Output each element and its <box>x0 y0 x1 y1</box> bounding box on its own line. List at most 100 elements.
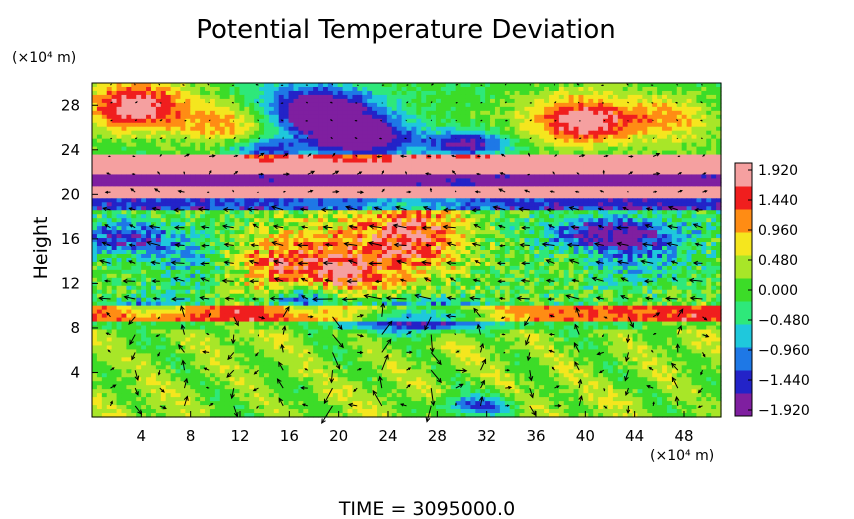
heatmap-cell <box>318 178 324 184</box>
heatmap-cell <box>539 186 545 191</box>
heatmap-cell <box>421 166 427 172</box>
heatmap-cell <box>318 138 324 144</box>
heatmap-cell <box>524 218 530 223</box>
heatmap-cell <box>539 114 545 120</box>
heatmap-cell <box>603 130 609 136</box>
heatmap-cell <box>377 178 383 184</box>
heatmap-cell <box>701 126 707 132</box>
heatmap-cell <box>524 210 530 215</box>
heatmap-cell <box>362 202 368 207</box>
heatmap-cell <box>553 230 560 235</box>
heatmap-cell <box>607 194 614 199</box>
heatmap-cell <box>504 110 511 116</box>
heatmap-cell <box>263 178 270 184</box>
heatmap-cell <box>200 186 206 191</box>
heatmap-cell <box>219 142 226 148</box>
heatmap-cell <box>386 102 393 108</box>
heatmap-cell <box>249 182 255 187</box>
heatmap-cell <box>259 122 265 128</box>
heatmap-cell <box>583 182 589 187</box>
heatmap-cell <box>293 210 299 215</box>
heatmap-cell <box>573 186 580 191</box>
heatmap-cell <box>288 134 295 140</box>
heatmap-cell <box>588 170 594 176</box>
heatmap-cell <box>347 146 354 152</box>
heatmap-cell <box>268 198 275 203</box>
heatmap-cell <box>553 178 560 184</box>
heatmap-cell <box>165 94 172 100</box>
heatmap-cell <box>578 230 584 235</box>
heatmap-cell <box>421 94 427 100</box>
heatmap-cell <box>308 98 314 104</box>
heatmap-cell <box>234 214 241 219</box>
heatmap-cell <box>372 186 378 191</box>
heatmap-cell <box>632 110 639 116</box>
heatmap-cell <box>627 114 634 120</box>
heatmap-cell <box>519 198 526 203</box>
heatmap-cell <box>263 218 270 223</box>
heatmap-cell <box>627 126 634 132</box>
heatmap-cell <box>288 98 295 104</box>
heatmap-cell <box>696 174 702 180</box>
heatmap-cell <box>607 210 614 215</box>
heatmap-cell <box>401 202 408 207</box>
heatmap-cell <box>121 154 127 160</box>
heatmap-cell <box>209 222 216 227</box>
heatmap-cell <box>224 94 231 100</box>
heatmap-cell <box>455 110 462 116</box>
heatmap-cell <box>529 206 535 211</box>
heatmap-cell <box>101 182 108 187</box>
heatmap-cell <box>411 186 417 191</box>
heatmap-cell <box>322 130 329 136</box>
heatmap-cell <box>647 194 653 199</box>
heatmap-cell <box>116 138 123 144</box>
heatmap-cell <box>637 114 643 120</box>
heatmap-cell <box>593 202 599 207</box>
heatmap-cell <box>106 138 113 144</box>
heatmap-cell <box>347 166 354 172</box>
heatmap-cell <box>445 210 452 215</box>
heatmap-cell <box>214 234 221 239</box>
heatmap-cell <box>200 198 206 203</box>
heatmap-cell <box>647 114 653 120</box>
heatmap-cell <box>686 90 693 96</box>
heatmap-cell <box>224 162 231 168</box>
heatmap-cell <box>200 118 206 124</box>
heatmap-cell <box>116 194 123 199</box>
heatmap-cell <box>111 214 118 219</box>
heatmap-cell <box>637 86 643 92</box>
heatmap-cell <box>146 142 152 148</box>
heatmap-cell <box>686 234 693 239</box>
heatmap-cell <box>401 210 408 215</box>
heatmap-cell <box>539 90 545 96</box>
heatmap-cell <box>150 166 157 172</box>
heatmap-cell <box>180 178 186 184</box>
heatmap-cell <box>421 106 427 112</box>
heatmap-cell <box>490 158 496 164</box>
heatmap-cell <box>435 86 442 92</box>
heatmap-cell <box>696 214 702 219</box>
heatmap-cell <box>401 174 408 180</box>
heatmap-cell <box>544 206 550 211</box>
heatmap-cell <box>303 134 309 140</box>
heatmap-cell <box>475 94 481 100</box>
heatmap-cell <box>681 118 688 124</box>
heatmap-cell <box>170 226 177 231</box>
heatmap-cell <box>170 138 177 144</box>
heatmap-cell <box>131 150 137 156</box>
heatmap-cell <box>318 218 324 223</box>
heatmap-cell <box>416 98 422 104</box>
heatmap-cell <box>514 102 521 108</box>
heatmap-cell <box>485 190 491 195</box>
heatmap-cell <box>313 118 319 124</box>
heatmap-cell <box>406 83 413 88</box>
heatmap-cell <box>706 162 712 168</box>
heatmap-cell <box>445 130 452 136</box>
heatmap-cell <box>381 102 388 108</box>
heatmap-cell <box>268 90 275 96</box>
heatmap-cell <box>460 142 467 148</box>
heatmap-cell <box>426 122 432 128</box>
heatmap-cell <box>622 154 629 160</box>
heatmap-cell <box>180 142 186 148</box>
heatmap-cell <box>632 214 639 219</box>
